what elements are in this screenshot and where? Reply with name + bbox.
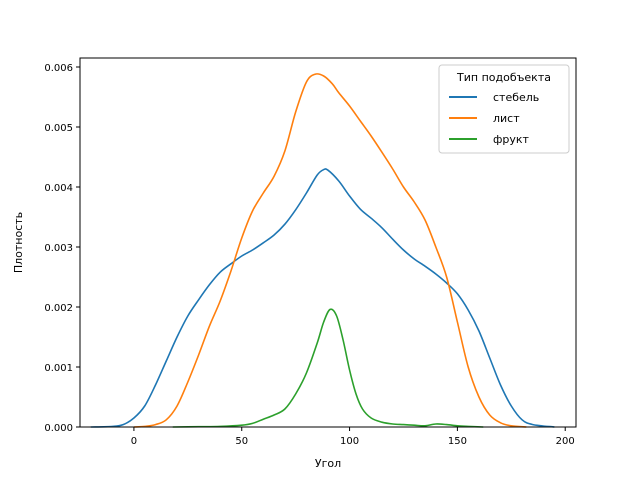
legend-label-frukt: фрукт: [493, 133, 530, 146]
y-tick-label: 0.000: [44, 423, 73, 434]
y-axis-label: Плотность: [12, 212, 25, 273]
y-tick-label: 0.003: [44, 243, 73, 254]
x-tick-label: 150: [448, 436, 467, 447]
y-tick-label: 0.004: [44, 183, 73, 194]
legend-title: Тип подобъекта: [456, 71, 551, 84]
legend-label-stebel: стебель: [493, 91, 539, 104]
legend-label-list: лист: [493, 112, 520, 125]
y-tick-label: 0.002: [44, 303, 73, 314]
series-line-1: [133, 73, 527, 428]
series-line-2: [172, 308, 484, 428]
x-axis-label: Угол: [315, 457, 341, 470]
y-tick-label: 0.005: [44, 123, 73, 134]
legend-box: [438, 64, 570, 154]
legend: Тип подобъекта стебель лист фрукт: [438, 64, 570, 154]
y-tick-label: 0.006: [44, 63, 73, 74]
axes-frame: [79, 57, 577, 428]
series-line-0: [90, 168, 555, 428]
x-tick-label: 0: [131, 436, 137, 447]
x-axis: 0 50 100 150 200: [131, 427, 575, 447]
plot-area: [90, 73, 555, 428]
x-tick-label: 200: [556, 436, 575, 447]
y-axis: 0.000 0.001 0.002 0.003 0.004 0.005 0.006: [44, 63, 80, 434]
x-tick-label: 100: [340, 436, 359, 447]
y-tick-label: 0.001: [44, 363, 73, 374]
x-tick-label: 50: [235, 436, 248, 447]
